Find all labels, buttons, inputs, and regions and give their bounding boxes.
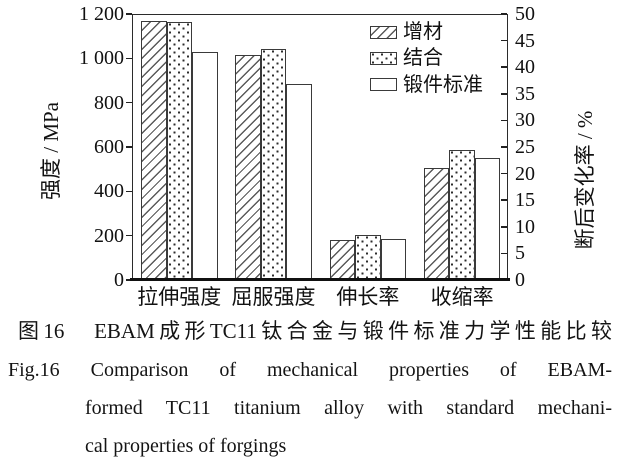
left-axis-tick bbox=[125, 190, 132, 193]
right-axis-tick bbox=[500, 146, 507, 148]
right-axis-tick-label: 5 bbox=[515, 242, 525, 265]
right-axis-tick-label: 45 bbox=[515, 29, 535, 52]
right-axis-tick bbox=[500, 199, 507, 201]
left-axis-tick-label: 400 bbox=[94, 180, 124, 203]
left-axis-tick bbox=[125, 279, 132, 281]
legend-label: 增材 bbox=[403, 21, 443, 43]
left-axis-tick bbox=[125, 13, 132, 15]
x-axis-category-label: 收缩率 bbox=[430, 285, 494, 309]
right-axis-tick-label: 30 bbox=[515, 109, 535, 132]
x-axis-category-label: 拉伸强度 bbox=[137, 285, 222, 309]
right-axis-tick-label: 40 bbox=[515, 56, 535, 79]
right-axis-tick-label: 35 bbox=[515, 82, 535, 105]
left-axis-tick bbox=[125, 234, 132, 237]
chart-bar bbox=[474, 157, 501, 280]
chart-bar bbox=[380, 238, 407, 280]
left-axis-tick-label: 800 bbox=[94, 91, 124, 114]
chart-bar bbox=[449, 149, 475, 280]
right-axis-tick-label: 0 bbox=[515, 269, 525, 291]
chart-bar bbox=[235, 55, 261, 280]
right-axis-tick-label: 25 bbox=[515, 136, 535, 158]
right-axis-tick-label: 15 bbox=[515, 189, 535, 212]
caption-english-line-3: cal properties of forgings bbox=[85, 435, 287, 457]
chart-bar bbox=[329, 240, 356, 280]
left-axis-tick-label: 0 bbox=[114, 269, 124, 291]
left-axis-tick-label: 600 bbox=[94, 136, 124, 158]
right-axis-tick-label: 10 bbox=[515, 215, 535, 238]
left-axis-tick bbox=[125, 57, 132, 60]
chart-bar bbox=[423, 168, 450, 280]
legend-label: 结合 bbox=[403, 47, 443, 70]
legend-swatch bbox=[370, 78, 397, 92]
legend-swatch bbox=[370, 25, 397, 39]
x-axis-category-label: 屈服强度 bbox=[231, 285, 316, 309]
left-axis-title-text: 强度 / MPa bbox=[39, 101, 63, 201]
right-axis-tick bbox=[500, 226, 507, 228]
left-axis-tick-label: 1 000 bbox=[79, 47, 124, 70]
left-axis-tick-label: 200 bbox=[94, 224, 124, 247]
right-axis-tick bbox=[500, 13, 507, 15]
chart-bar bbox=[141, 20, 167, 280]
left-axis-tick bbox=[125, 101, 132, 104]
right-axis-tick bbox=[500, 66, 507, 68]
chart-bar bbox=[355, 234, 381, 280]
right-axis-tick-label: 50 bbox=[515, 3, 535, 25]
right-axis-tick bbox=[500, 172, 507, 175]
right-axis-tick bbox=[500, 119, 507, 122]
chart-bar bbox=[286, 83, 312, 280]
chart-bar bbox=[192, 51, 218, 280]
caption-chinese: 图16 EBAM成形TC11钛合金与锻件标准力学性能比较 bbox=[18, 319, 612, 343]
legend-swatch bbox=[370, 51, 397, 65]
chart-bar bbox=[260, 49, 287, 280]
x-axis-line bbox=[130, 278, 510, 282]
left-axis-tick-label: 1 200 bbox=[79, 3, 124, 25]
right-axis-title-text: 断后变化率 / % bbox=[573, 110, 597, 250]
right-axis-tick bbox=[500, 39, 507, 42]
caption-english-line-2: formed TC11 titanium alloy with standard… bbox=[85, 397, 612, 419]
x-axis-category-label: 伸长率 bbox=[336, 285, 400, 309]
chart-bar bbox=[166, 21, 192, 280]
legend-label: 锻件标准 bbox=[403, 73, 483, 96]
right-axis-tick-label: 20 bbox=[515, 162, 535, 185]
right-axis-tick bbox=[500, 93, 507, 95]
caption-english-line-1: Fig.16 Comparison of mechanical properti… bbox=[8, 359, 612, 381]
left-axis-tick bbox=[125, 146, 132, 148]
right-axis-tick bbox=[500, 252, 507, 255]
